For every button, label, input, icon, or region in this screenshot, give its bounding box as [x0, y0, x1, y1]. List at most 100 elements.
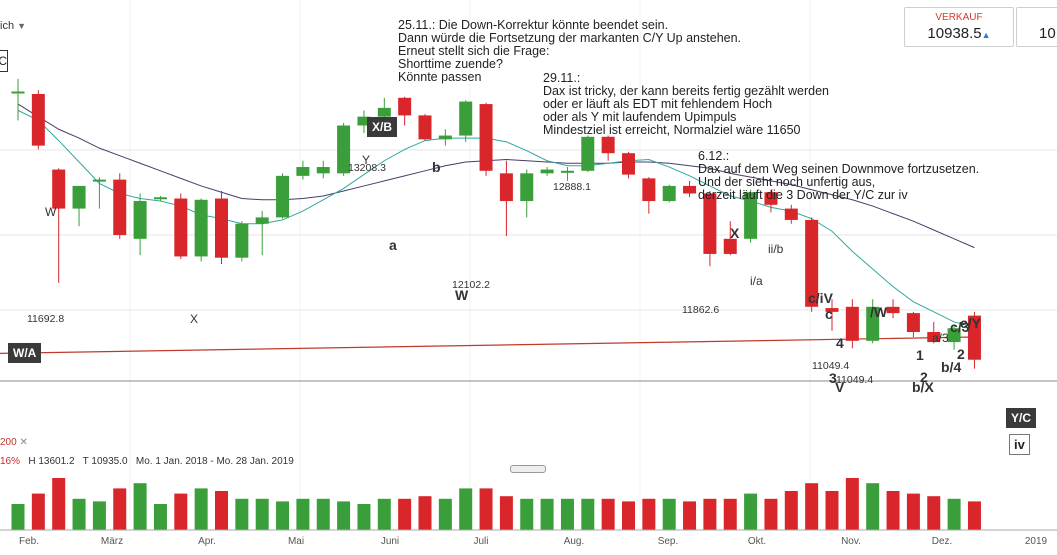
sell-price: 10938.5	[927, 25, 982, 42]
wave-label: 2	[957, 346, 965, 362]
candle-body	[316, 167, 330, 174]
candle-body	[601, 136, 615, 154]
x-tick-label: Okt.	[748, 536, 766, 547]
wave-label: /W	[870, 304, 888, 320]
candle-body	[744, 192, 758, 239]
candle-body	[296, 167, 310, 176]
sell-value: 10938.5▲	[905, 25, 1013, 42]
candle	[255, 211, 269, 256]
candle-body	[560, 170, 574, 173]
candle	[845, 299, 859, 349]
candle	[357, 110, 371, 134]
candle-body	[703, 193, 717, 254]
wave-label: X	[730, 225, 740, 241]
wave-label: X	[190, 312, 198, 326]
candle	[764, 189, 778, 213]
buy-value: 10	[1039, 25, 1056, 42]
candle	[398, 96, 412, 126]
high-value: H 13601.2	[28, 456, 75, 467]
buy-quote-box[interactable]: 10	[1016, 7, 1057, 47]
candle	[784, 204, 798, 224]
candle	[601, 135, 615, 161]
sma200-line	[0, 336, 975, 355]
price-label: 11692.8	[27, 313, 64, 325]
candle	[967, 311, 981, 369]
wave-label: 4	[836, 335, 844, 351]
wave-box-iv: iv	[1009, 434, 1030, 455]
candle	[499, 160, 513, 237]
x-tick-label: Nov.	[841, 536, 861, 547]
candle	[72, 185, 86, 227]
wave-box-yc: Y/C	[1006, 408, 1037, 428]
candle	[581, 135, 595, 173]
wave-label: 1	[916, 347, 924, 363]
volume-bar	[967, 501, 981, 530]
candle	[744, 189, 758, 243]
candle-body	[153, 197, 167, 200]
price-label: 12888.1	[553, 181, 591, 193]
candle-body	[52, 169, 66, 209]
wave-label: Y	[362, 153, 370, 167]
up-arrow-icon: ▲	[981, 30, 991, 40]
candle	[92, 177, 106, 209]
volume-bar	[316, 498, 330, 530]
sell-quote-box[interactable]: VERKAUF 10938.5▲	[904, 7, 1014, 47]
x-tick-label: Juni	[381, 536, 399, 547]
candle	[723, 221, 737, 256]
x-tick-label: Juli	[473, 536, 488, 547]
candle	[31, 90, 45, 150]
wave-label: b/4	[941, 359, 961, 375]
candle	[520, 169, 534, 218]
wave-label: V	[835, 379, 845, 395]
candle	[174, 193, 188, 259]
volume-bar	[479, 488, 493, 530]
wave-label: W	[45, 205, 57, 219]
candle-body	[377, 107, 391, 117]
close-icon[interactable]: ✕	[19, 437, 28, 448]
candle-body	[357, 116, 371, 126]
candle	[642, 177, 656, 214]
sma-legend: 200 ✕	[0, 437, 28, 448]
volume-bar	[174, 493, 188, 530]
x-tick-label: Dez.	[932, 536, 953, 547]
volume-bar	[927, 496, 941, 530]
volume-bar	[357, 504, 371, 530]
candle	[540, 167, 554, 176]
candle-body	[947, 328, 961, 343]
candle	[662, 184, 676, 203]
volume-bar	[113, 488, 127, 530]
volume-bar	[296, 498, 310, 530]
candle-body	[337, 125, 351, 174]
volume-bar	[133, 483, 147, 530]
candle-body	[845, 306, 859, 341]
instrument-selector[interactable]: ich ▼	[0, 20, 26, 32]
candle	[438, 129, 452, 146]
candle	[133, 193, 147, 256]
volume-bar	[581, 498, 595, 530]
candle-body	[479, 104, 493, 171]
wave-label: b	[432, 159, 441, 175]
candle-body	[540, 169, 554, 174]
candle-body	[906, 313, 920, 332]
candle-body	[723, 238, 737, 254]
candle-body	[642, 178, 656, 202]
sell-label: VERKAUF	[935, 12, 983, 23]
toolbar-box[interactable]: C	[0, 50, 8, 72]
candle-body	[866, 306, 880, 341]
candle-body	[825, 308, 839, 312]
candle	[52, 168, 66, 283]
volume-bar	[560, 498, 574, 530]
candle	[622, 151, 635, 179]
note-6-12: 6.12.: Dax auf dem Weg seinen Downmove f…	[698, 149, 980, 202]
price-label: 11862.6	[682, 304, 719, 316]
last-value: T 10935.0	[82, 456, 128, 467]
wave-box-xb: X/B	[367, 117, 398, 137]
candle	[866, 299, 880, 344]
volume-bar	[744, 493, 758, 530]
sma-legend-label: 200	[0, 437, 17, 448]
volume-bar	[805, 483, 819, 530]
wave-label: i/a	[750, 274, 763, 288]
wave-label: ii/b	[768, 242, 784, 256]
volume-panel-resize-handle[interactable]	[510, 465, 546, 473]
